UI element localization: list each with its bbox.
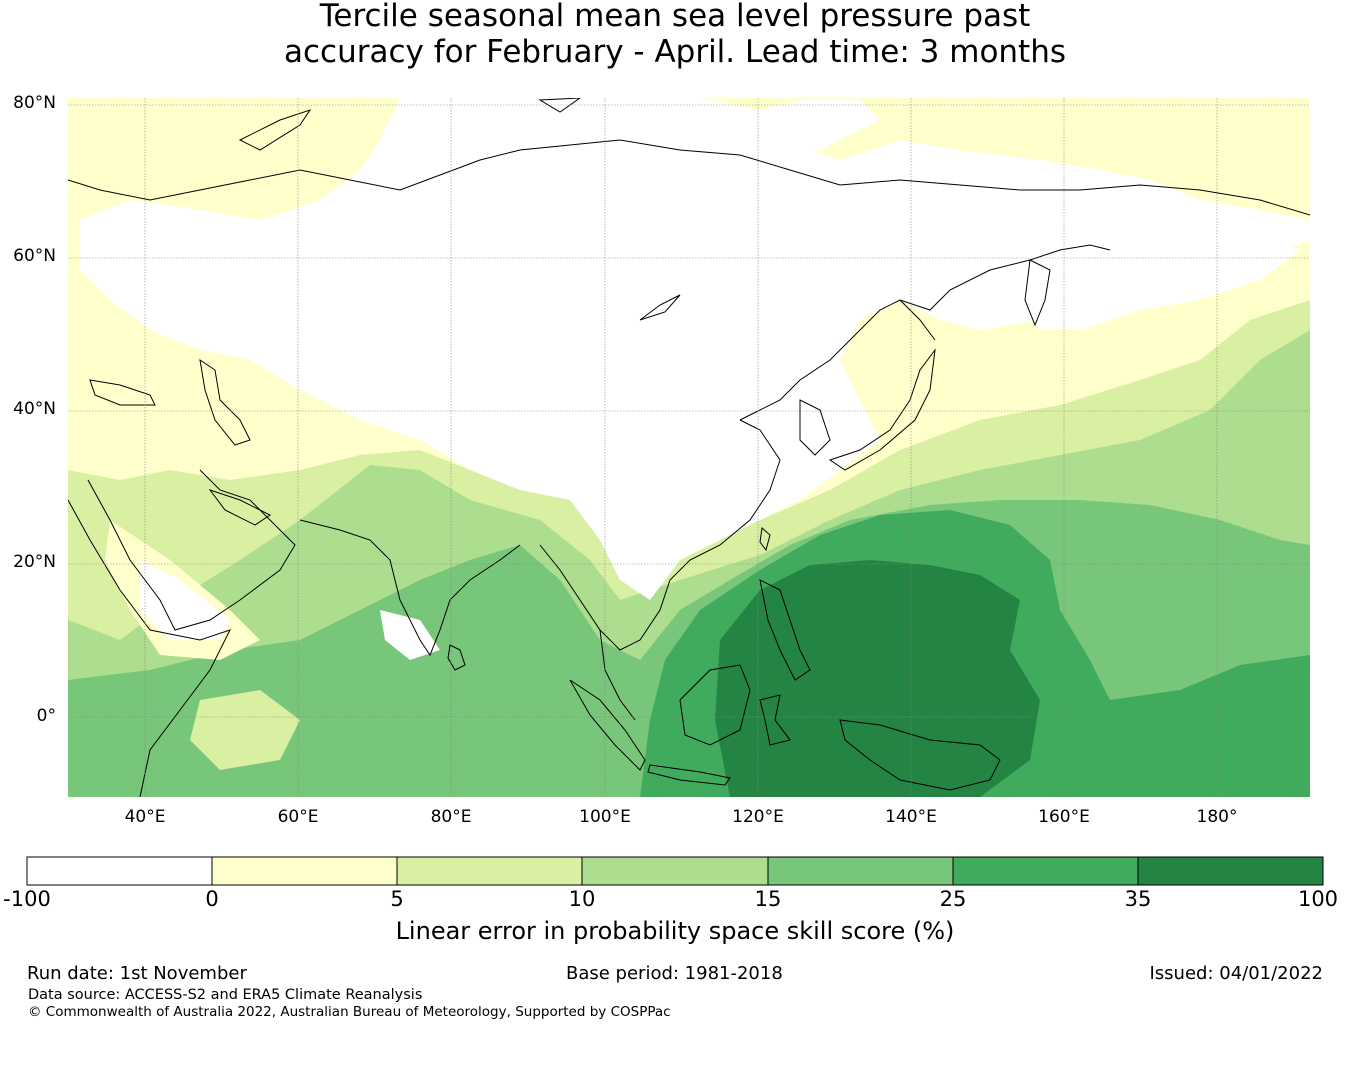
- colorbar-tick: 25: [939, 887, 967, 911]
- coastline-india: [299, 519, 521, 657]
- coastline-taiwan: [759, 527, 771, 552]
- colorbar-segment-5-10: [397, 857, 582, 885]
- coastline-sulawesi: [759, 694, 791, 746]
- lon-label-180: 180°: [1196, 807, 1238, 827]
- skill-map: [68, 98, 1310, 797]
- coastline-java: [647, 764, 731, 786]
- skill-band-negative-arctic: [430, 98, 880, 160]
- skill-band-negative-arabia: [140, 560, 230, 640]
- skill-band-35-100: [715, 560, 1040, 797]
- base-period: Base period: 1981-2018: [566, 963, 783, 984]
- coastline-arabia: [87, 469, 296, 631]
- skill-band-negative-kamchatka: [1000, 230, 1300, 330]
- lon-label-80e: 80°E: [430, 807, 472, 827]
- colorbar-segment-10-15: [582, 857, 768, 885]
- colorbar-segment-35-100: [1138, 857, 1323, 885]
- coastline-sri-lanka: [447, 644, 466, 671]
- colorbar-segment-25-35: [953, 857, 1138, 885]
- colorbar-segment-neg100-0: [27, 857, 212, 885]
- colorbar-tick: -100: [3, 887, 51, 911]
- skill-band-negative-north: [80, 98, 1310, 600]
- lon-label-60e: 60°E: [277, 807, 319, 827]
- map-title-line-1: Tercile seasonal mean sea level pressure…: [319, 0, 1031, 34]
- colorbar-tick: 10: [568, 887, 596, 911]
- lon-label-140e: 140°E: [885, 807, 937, 827]
- colorbar-segment-0-5: [212, 857, 397, 885]
- coastline-novaya-zemlya: [238, 109, 312, 151]
- lat-label-20n: 20°N: [13, 552, 56, 572]
- map-title-line-2: accuracy for February - April. Lead time…: [283, 34, 1067, 70]
- coastline-new-guinea: [839, 719, 1001, 791]
- coastline-philippines: [759, 579, 811, 681]
- lat-label-40n: 40°N: [13, 399, 56, 419]
- issued-date: Issued: 04/01/2022: [1149, 963, 1323, 984]
- colorbar: [26, 856, 1324, 886]
- coastline-kamchatka: [1024, 259, 1051, 327]
- coastline-africa: [68, 499, 231, 797]
- run-date: Run date: 1st November: [27, 963, 247, 984]
- lat-label-0: 0°: [36, 706, 56, 726]
- coastline-korea: [799, 399, 831, 456]
- colorbar-frame: [26, 856, 1324, 886]
- coastline-arctic: [68, 139, 1310, 216]
- coastline-malay-peninsula: [599, 629, 636, 721]
- data-source: Data source: ACCESS-S2 and ERA5 Climate …: [28, 987, 423, 1003]
- coastline-lake-baikal: [639, 294, 681, 321]
- colorbar-tick: 35: [1124, 887, 1152, 911]
- colorbar-tick: 0: [205, 887, 219, 911]
- skill-patch-indian-ocean: [190, 690, 300, 770]
- colorbar-tick: 15: [754, 887, 782, 911]
- coastline-japan: [828, 348, 936, 471]
- lon-label-100e: 100°E: [579, 807, 631, 827]
- coastlines: [68, 98, 1310, 797]
- gridlines: [68, 98, 1310, 797]
- coastline-caspian: [199, 358, 251, 446]
- colorbar-tick: 5: [390, 887, 404, 911]
- lat-label-80n: 80°N: [13, 93, 56, 113]
- coastline-black-sea: [89, 379, 156, 406]
- lon-label-40e: 40°E: [124, 807, 166, 827]
- colorbar-label: Linear error in probability space skill …: [395, 917, 955, 945]
- coastline-borneo: [679, 664, 751, 746]
- colorbar-dividers: [211, 857, 1139, 885]
- coastline-okhotsk: [899, 299, 936, 341]
- lat-label-60n: 60°N: [13, 246, 56, 266]
- coastline-persian-gulf: [208, 489, 271, 526]
- copyright: © Commonwealth of Australia 2022, Austra…: [28, 1004, 671, 1020]
- lon-label-120e: 120°E: [732, 807, 784, 827]
- coastline-sumatra: [569, 679, 646, 771]
- lon-label-160e: 160°E: [1038, 807, 1090, 827]
- colorbar-segment-15-25: [768, 857, 953, 885]
- coastline-indochina: [539, 419, 781, 651]
- colorbar-tick: 100: [1297, 887, 1339, 911]
